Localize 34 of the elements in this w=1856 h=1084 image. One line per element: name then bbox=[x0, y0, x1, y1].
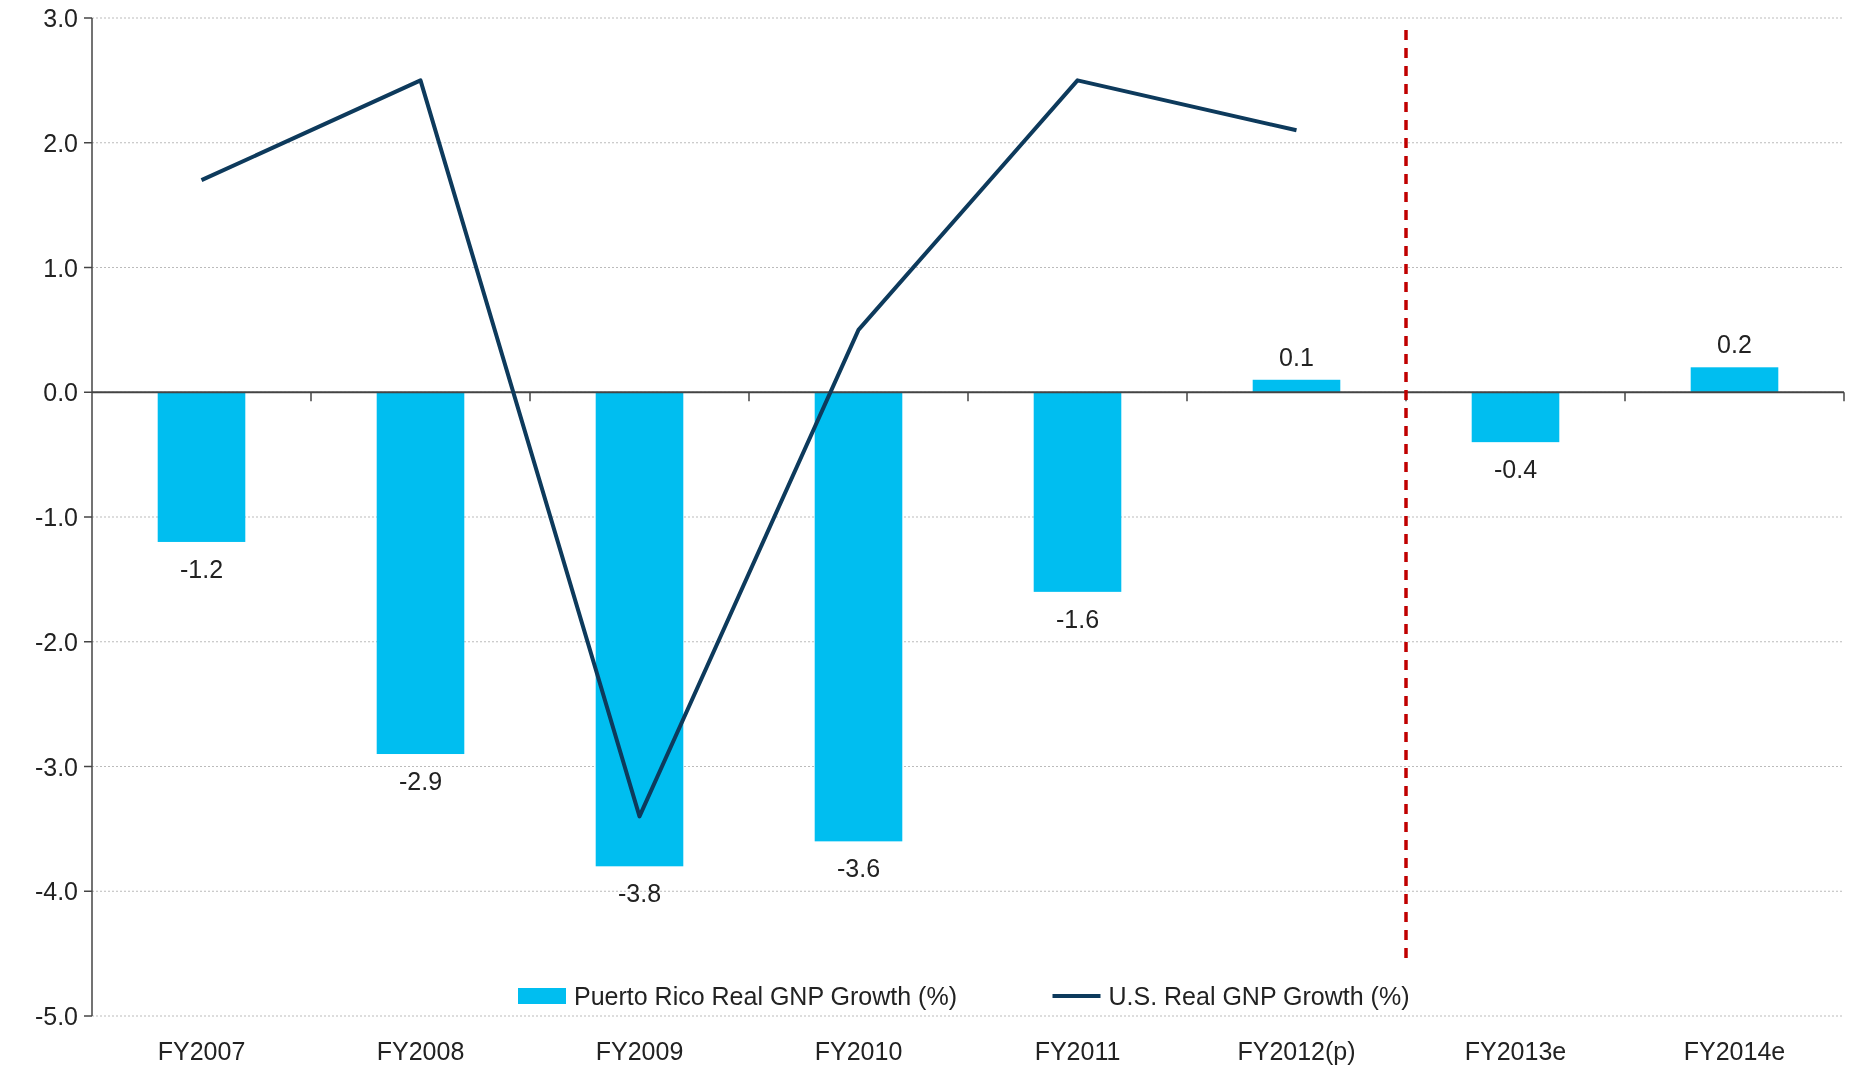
x-tick-label: FY2014e bbox=[1683, 1037, 1786, 1065]
data-label: -1.6 bbox=[1055, 604, 1100, 633]
x-tick-label: FY2012(p) bbox=[1237, 1037, 1356, 1065]
y-tick-label: -2.0 bbox=[34, 627, 78, 656]
x-tick-label: FY2009 bbox=[595, 1037, 684, 1065]
x-tick-label: FY2007 bbox=[157, 1037, 246, 1065]
y-tick-label: 2.0 bbox=[43, 128, 78, 157]
bar bbox=[1033, 392, 1122, 592]
bar bbox=[595, 392, 684, 867]
bar bbox=[814, 392, 903, 842]
bar bbox=[1471, 392, 1560, 443]
data-label: -0.4 bbox=[1493, 455, 1538, 484]
data-label: -1.2 bbox=[179, 554, 224, 583]
y-tick-label: -3.0 bbox=[34, 752, 78, 781]
data-label: 0.1 bbox=[1279, 342, 1314, 371]
x-tick-label: FY2011 bbox=[1034, 1037, 1121, 1065]
x-tick-label: FY2008 bbox=[376, 1037, 465, 1065]
data-label: 0.2 bbox=[1717, 330, 1752, 359]
legend-label: U.S. Real GNP Growth (%) bbox=[1108, 982, 1410, 1010]
y-tick-label: -5.0 bbox=[34, 1002, 78, 1030]
bar bbox=[376, 392, 465, 755]
data-label: -3.6 bbox=[836, 854, 881, 883]
data-label: -3.8 bbox=[617, 879, 662, 908]
y-tick-label: 0.0 bbox=[43, 378, 78, 407]
y-tick-label: -1.0 bbox=[34, 503, 78, 531]
x-tick-label: FY2010 bbox=[814, 1037, 903, 1065]
data-label: -2.9 bbox=[398, 767, 443, 796]
legend-label: Puerto Rico Real GNP Growth (%) bbox=[574, 982, 957, 1010]
y-tick-label: 1.0 bbox=[43, 253, 78, 282]
y-tick-label: -4.0 bbox=[34, 877, 78, 906]
bar bbox=[1690, 367, 1779, 393]
y-tick-label: 3.0 bbox=[43, 4, 78, 32]
x-tick-label: FY2013e bbox=[1464, 1037, 1567, 1065]
bar bbox=[157, 392, 246, 542]
